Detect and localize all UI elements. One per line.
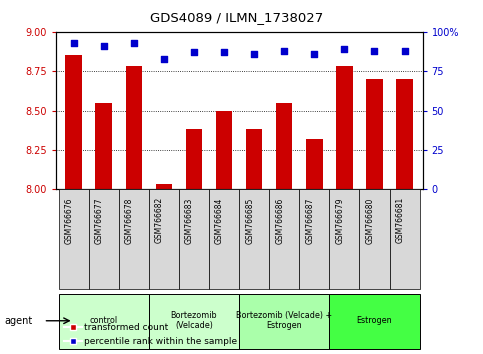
Text: agent: agent (5, 316, 33, 326)
Bar (179, 189, 209, 289)
Text: GSM766686: GSM766686 (275, 197, 284, 244)
Text: GSM766676: GSM766676 (65, 197, 73, 244)
Point (311, 51, 318, 57)
Text: GSM766678: GSM766678 (125, 197, 134, 244)
Bar (396, 79, 413, 189)
Text: GSM766684: GSM766684 (215, 197, 224, 244)
Bar (119, 189, 149, 289)
Bar (58, 189, 89, 289)
Bar (156, 184, 172, 189)
Bar (389, 189, 420, 289)
Bar (306, 139, 323, 189)
Text: GSM766679: GSM766679 (335, 197, 344, 244)
Text: GSM766680: GSM766680 (366, 197, 374, 244)
Bar (239, 189, 269, 289)
Bar (329, 294, 420, 349)
Bar (216, 110, 232, 189)
Text: control: control (90, 316, 118, 325)
Bar (89, 189, 119, 289)
Legend: transformed count, percentile rank within the sample: transformed count, percentile rank withi… (60, 320, 241, 349)
Point (370, 48, 378, 53)
Text: GSM766681: GSM766681 (396, 197, 405, 244)
Text: GSM766685: GSM766685 (245, 197, 254, 244)
Bar (246, 130, 262, 189)
Bar (366, 79, 383, 189)
Bar (329, 189, 359, 289)
Bar (65, 56, 82, 189)
Bar (359, 189, 389, 289)
Point (401, 48, 409, 53)
Text: GSM766687: GSM766687 (305, 197, 314, 244)
Point (160, 56, 168, 62)
Text: GDS4089 / ILMN_1738027: GDS4089 / ILMN_1738027 (150, 11, 323, 24)
Text: GSM766683: GSM766683 (185, 197, 194, 244)
Point (280, 48, 288, 53)
Bar (96, 103, 112, 189)
Text: Estrogen: Estrogen (356, 316, 392, 325)
Bar (276, 103, 293, 189)
Point (341, 46, 348, 52)
Bar (126, 67, 142, 189)
Bar (269, 189, 299, 289)
Bar (299, 189, 329, 289)
Bar (58, 294, 149, 349)
Text: GSM766677: GSM766677 (95, 197, 104, 244)
Bar (185, 130, 202, 189)
Bar (149, 189, 179, 289)
Bar (239, 294, 329, 349)
Bar (209, 189, 239, 289)
Bar (336, 67, 353, 189)
Point (190, 50, 198, 55)
Point (220, 50, 228, 55)
Bar (149, 294, 239, 349)
Text: Bortezomib
(Velcade): Bortezomib (Velcade) (170, 311, 217, 331)
Point (130, 40, 138, 46)
Point (100, 43, 108, 49)
Point (250, 51, 258, 57)
Text: GSM766682: GSM766682 (155, 197, 164, 244)
Text: Bortezomib (Velcade) +
Estrogen: Bortezomib (Velcade) + Estrogen (236, 311, 332, 331)
Point (70, 40, 77, 46)
